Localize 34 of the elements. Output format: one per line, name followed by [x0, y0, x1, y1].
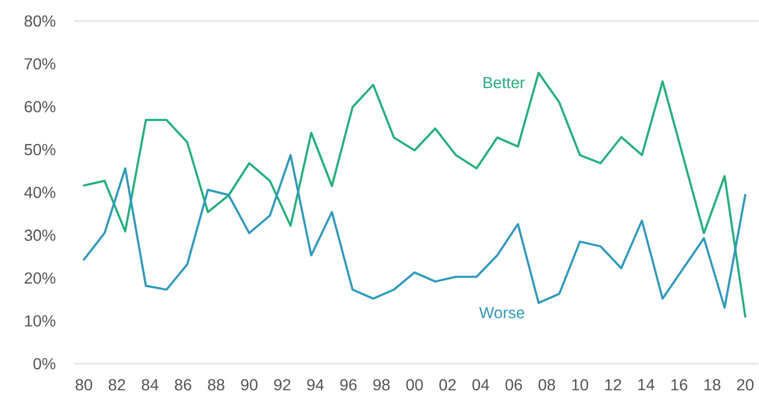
x-tick-label: 18: [704, 379, 720, 391]
x-tick-label: 14: [638, 379, 654, 390]
y-tick-label: 30%: [24, 230, 56, 242]
x-tick-label: 06: [506, 379, 522, 391]
x-tick-label: 08: [538, 379, 556, 391]
line-series: [82, 154, 746, 309]
x-tick-label: 20: [737, 379, 754, 391]
x-tick-label: 92: [274, 379, 290, 391]
y-tick-label: 70%: [24, 58, 56, 70]
x-tick-label: 16: [671, 379, 688, 391]
y-tick-label: 0%: [33, 358, 56, 370]
x-tick-label: 96: [340, 379, 357, 391]
y-tick-label: 10%: [25, 315, 56, 327]
x-tick-label: 86: [174, 379, 192, 391]
x-tick-label: 00: [406, 379, 423, 391]
y-tick-label: 50%: [24, 144, 56, 156]
x-tick-label: 82: [108, 379, 126, 391]
x-tick-label: 98: [373, 379, 390, 391]
series-label: Better: [484, 77, 525, 88]
x-tick-label: 04: [472, 379, 490, 391]
x-tick-label: 94: [307, 379, 324, 391]
line-series: [82, 72, 746, 318]
x-tick-label: 84: [142, 379, 158, 391]
x-tick-label: 10: [572, 379, 588, 391]
x-tick-label: 02: [439, 379, 456, 391]
series-label: Worse: [479, 307, 524, 318]
x-tick-label: 12: [605, 379, 622, 390]
y-tick-label: 80%: [24, 15, 56, 27]
x-tick-label: 80: [76, 379, 92, 391]
x-tick-label: 90: [241, 379, 258, 391]
x-tick-label: 88: [208, 379, 224, 391]
y-tick-label: 40%: [24, 186, 56, 198]
y-tick-label: 20%: [24, 272, 56, 284]
y-tick-label: 60%: [24, 101, 56, 112]
